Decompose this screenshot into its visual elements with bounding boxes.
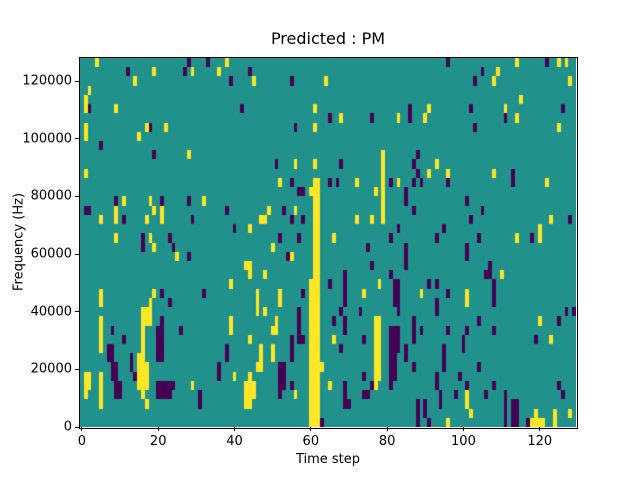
x-tick-mark bbox=[539, 427, 541, 431]
y-tick-mark bbox=[75, 368, 79, 370]
y-tick-label: 120000 bbox=[22, 73, 72, 89]
x-tick-mark bbox=[234, 427, 236, 431]
y-tick-label: 40000 bbox=[30, 304, 72, 320]
y-tick-mark bbox=[75, 311, 79, 313]
x-tick-label: 60 bbox=[302, 434, 320, 449]
y-tick-label: 80000 bbox=[30, 188, 72, 204]
y-tick-mark bbox=[75, 80, 79, 82]
x-tick-label: 20 bbox=[149, 434, 167, 449]
x-tick-mark bbox=[386, 427, 388, 431]
y-tick-label: 0 bbox=[63, 419, 72, 435]
x-tick-mark bbox=[81, 427, 83, 431]
plot-border bbox=[79, 57, 578, 429]
x-tick-label: 100 bbox=[451, 434, 476, 449]
y-tick-mark bbox=[75, 195, 79, 197]
chart-title: Predicted : PM bbox=[270, 29, 386, 48]
x-tick-mark bbox=[157, 427, 159, 431]
x-tick-label: 0 bbox=[77, 434, 87, 449]
heatmap-canvas bbox=[80, 58, 576, 427]
y-tick-label: 20000 bbox=[30, 361, 72, 377]
y-tick-mark bbox=[75, 253, 79, 255]
y-tick-mark bbox=[75, 138, 79, 140]
y-axis-label: Frequency (Hz) bbox=[11, 192, 27, 292]
x-tick-label: 80 bbox=[378, 434, 396, 449]
x-tick-label: 40 bbox=[226, 434, 243, 449]
y-tick-label: 60000 bbox=[30, 246, 72, 262]
x-axis-label: Time step bbox=[295, 452, 361, 467]
x-tick-mark bbox=[462, 427, 464, 431]
x-tick-mark bbox=[310, 427, 312, 431]
y-tick-label: 100000 bbox=[22, 131, 72, 147]
x-tick-label: 120 bbox=[527, 434, 553, 449]
y-tick-mark bbox=[75, 426, 79, 428]
